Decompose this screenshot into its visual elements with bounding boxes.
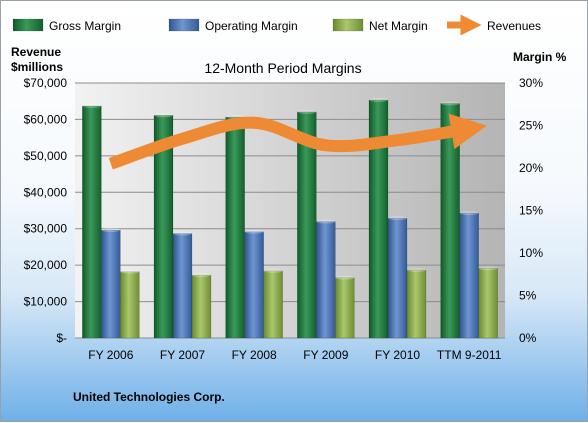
x-tick-label: FY 2007 (160, 348, 205, 362)
operating-margin-bar (388, 218, 407, 338)
left-tick-label: $- (56, 331, 67, 345)
gross-margin-bar (226, 117, 245, 338)
operating-margin-bar-top (460, 211, 479, 215)
legend-revenues: Revenues (447, 19, 541, 33)
operating-margin-bar-top (245, 230, 264, 234)
operating-margin-bar (173, 233, 192, 338)
legend-gross-margin: Gross Margin (13, 19, 121, 33)
left-tick-label: $40,000 (24, 185, 68, 199)
right-tick-label: 30% (519, 76, 543, 90)
left-tick-label: $10,000 (24, 295, 68, 309)
left-axis-ticks: $- $10,000 $20,000 $30,000 $40,000 $50,000 $60… (24, 76, 68, 345)
x-tick-label: TTM 9-2011 (437, 348, 502, 362)
legend-gross-margin-swatch (13, 19, 43, 31)
left-tick-label: $60,000 (24, 112, 68, 126)
net-margin-bar (479, 268, 498, 338)
right-tick-label: 20% (519, 161, 543, 175)
right-axis-ticks: 0% 5% 10% 15% 20% 25% 30% (519, 76, 543, 345)
legend-operating-margin-label: Operating Margin (205, 19, 298, 33)
right-tick-label: 10% (519, 246, 543, 260)
operating-margin-bar (245, 232, 264, 338)
gross-margin-bar-top (369, 98, 388, 102)
left-tick-label: $30,000 (24, 222, 68, 236)
chart-title: 12-Month Period Margins (204, 60, 361, 76)
operating-margin-bar-top (101, 228, 120, 232)
net-margin-bar (407, 270, 426, 338)
legend-gross-margin-label: Gross Margin (49, 19, 121, 33)
right-axis-title: Margin % (513, 50, 567, 64)
gross-margin-bar (369, 100, 388, 338)
net-margin-bar-top (120, 270, 139, 274)
gross-margin-bar-top (441, 101, 460, 105)
operating-margin-bar (316, 222, 335, 338)
left-axis-title-line2: $millions (11, 60, 63, 74)
x-tick-label: FY 2009 (303, 348, 348, 362)
net-margin-bar (192, 275, 211, 338)
net-margin-bar (264, 271, 283, 338)
operating-margin-bar-top (173, 231, 192, 235)
legend-net-margin-label: Net Margin (369, 19, 428, 33)
x-tick-label: FY 2010 (375, 348, 420, 362)
left-tick-label: $50,000 (24, 149, 68, 163)
net-margin-bar-top (335, 276, 354, 280)
net-margin-bar (335, 278, 354, 338)
operating-margin-bar (460, 213, 479, 338)
gross-margin-bar (82, 106, 101, 338)
x-axis-ticks: FY 2006 FY 2007 FY 2008 FY 2009 FY 2010 TTM 9… (88, 348, 501, 362)
x-tick-label: FY 2006 (88, 348, 133, 362)
legend-net-margin-swatch (333, 19, 363, 31)
legend-net-margin: Net Margin (333, 19, 428, 33)
company-name: United Technologies Corp. (73, 390, 225, 404)
right-tick-label: 15% (519, 204, 543, 218)
right-tick-label: 0% (519, 331, 537, 345)
left-tick-label: $70,000 (24, 76, 68, 90)
net-margin-bar-top (192, 273, 211, 277)
operating-margin-bar (101, 230, 120, 338)
operating-margin-bar-top (388, 216, 407, 220)
right-tick-label: 5% (519, 289, 537, 303)
left-tick-label: $20,000 (24, 258, 68, 272)
legend-revenues-label: Revenues (487, 19, 541, 33)
operating-margin-bar-top (316, 220, 335, 224)
legend-operating-margin: Operating Margin (169, 19, 298, 33)
legend-operating-margin-swatch (169, 19, 199, 31)
net-margin-bar (120, 272, 139, 338)
gross-margin-bar-top (297, 110, 316, 114)
x-tick-label: FY 2008 (232, 348, 277, 362)
gross-margin-bar-top (82, 104, 101, 108)
legend: Gross Margin Operating Margin Net Margin Re… (13, 19, 541, 33)
left-axis-title-line1: Revenue (11, 45, 61, 59)
net-margin-bar-top (479, 266, 498, 270)
gross-margin-bar-top (154, 113, 173, 117)
right-tick-label: 25% (519, 119, 543, 133)
net-margin-bar-top (264, 269, 283, 273)
net-margin-bar-top (407, 268, 426, 272)
